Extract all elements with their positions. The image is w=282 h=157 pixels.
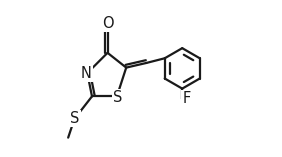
Text: O: O bbox=[102, 16, 113, 31]
Text: S: S bbox=[113, 90, 122, 105]
Text: F: F bbox=[182, 91, 190, 106]
Text: S: S bbox=[70, 111, 80, 126]
Text: N: N bbox=[81, 66, 92, 81]
